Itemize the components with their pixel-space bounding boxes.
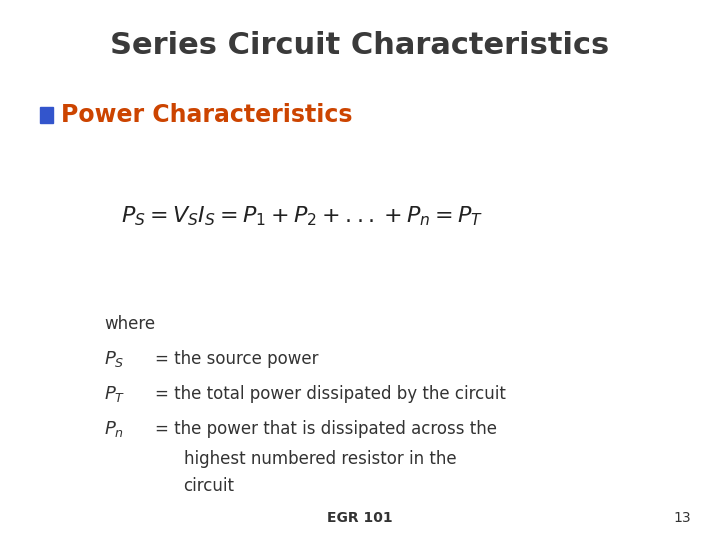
Text: 13: 13 xyxy=(674,511,691,525)
Text: = the total power dissipated by the circuit: = the total power dissipated by the circ… xyxy=(155,385,505,403)
Text: circuit: circuit xyxy=(184,477,235,495)
Bar xyxy=(40,107,53,123)
Text: = the source power: = the source power xyxy=(155,350,318,368)
Text: $P_S = V_S I_S = P_1 + P_2 + ...+ P_n = P_T$: $P_S = V_S I_S = P_1 + P_2 + ...+ P_n = … xyxy=(121,204,484,228)
Text: highest numbered resistor in the: highest numbered resistor in the xyxy=(184,450,456,468)
Text: $P_T$: $P_T$ xyxy=(104,384,126,404)
Text: Power Characteristics: Power Characteristics xyxy=(61,103,353,127)
Text: EGR 101: EGR 101 xyxy=(327,511,393,525)
Text: $P_n$: $P_n$ xyxy=(104,419,125,440)
Text: = the power that is dissipated across the: = the power that is dissipated across th… xyxy=(155,420,497,438)
Text: Series Circuit Characteristics: Series Circuit Characteristics xyxy=(110,31,610,60)
Text: $P_S$: $P_S$ xyxy=(104,349,125,369)
Text: where: where xyxy=(104,315,156,333)
